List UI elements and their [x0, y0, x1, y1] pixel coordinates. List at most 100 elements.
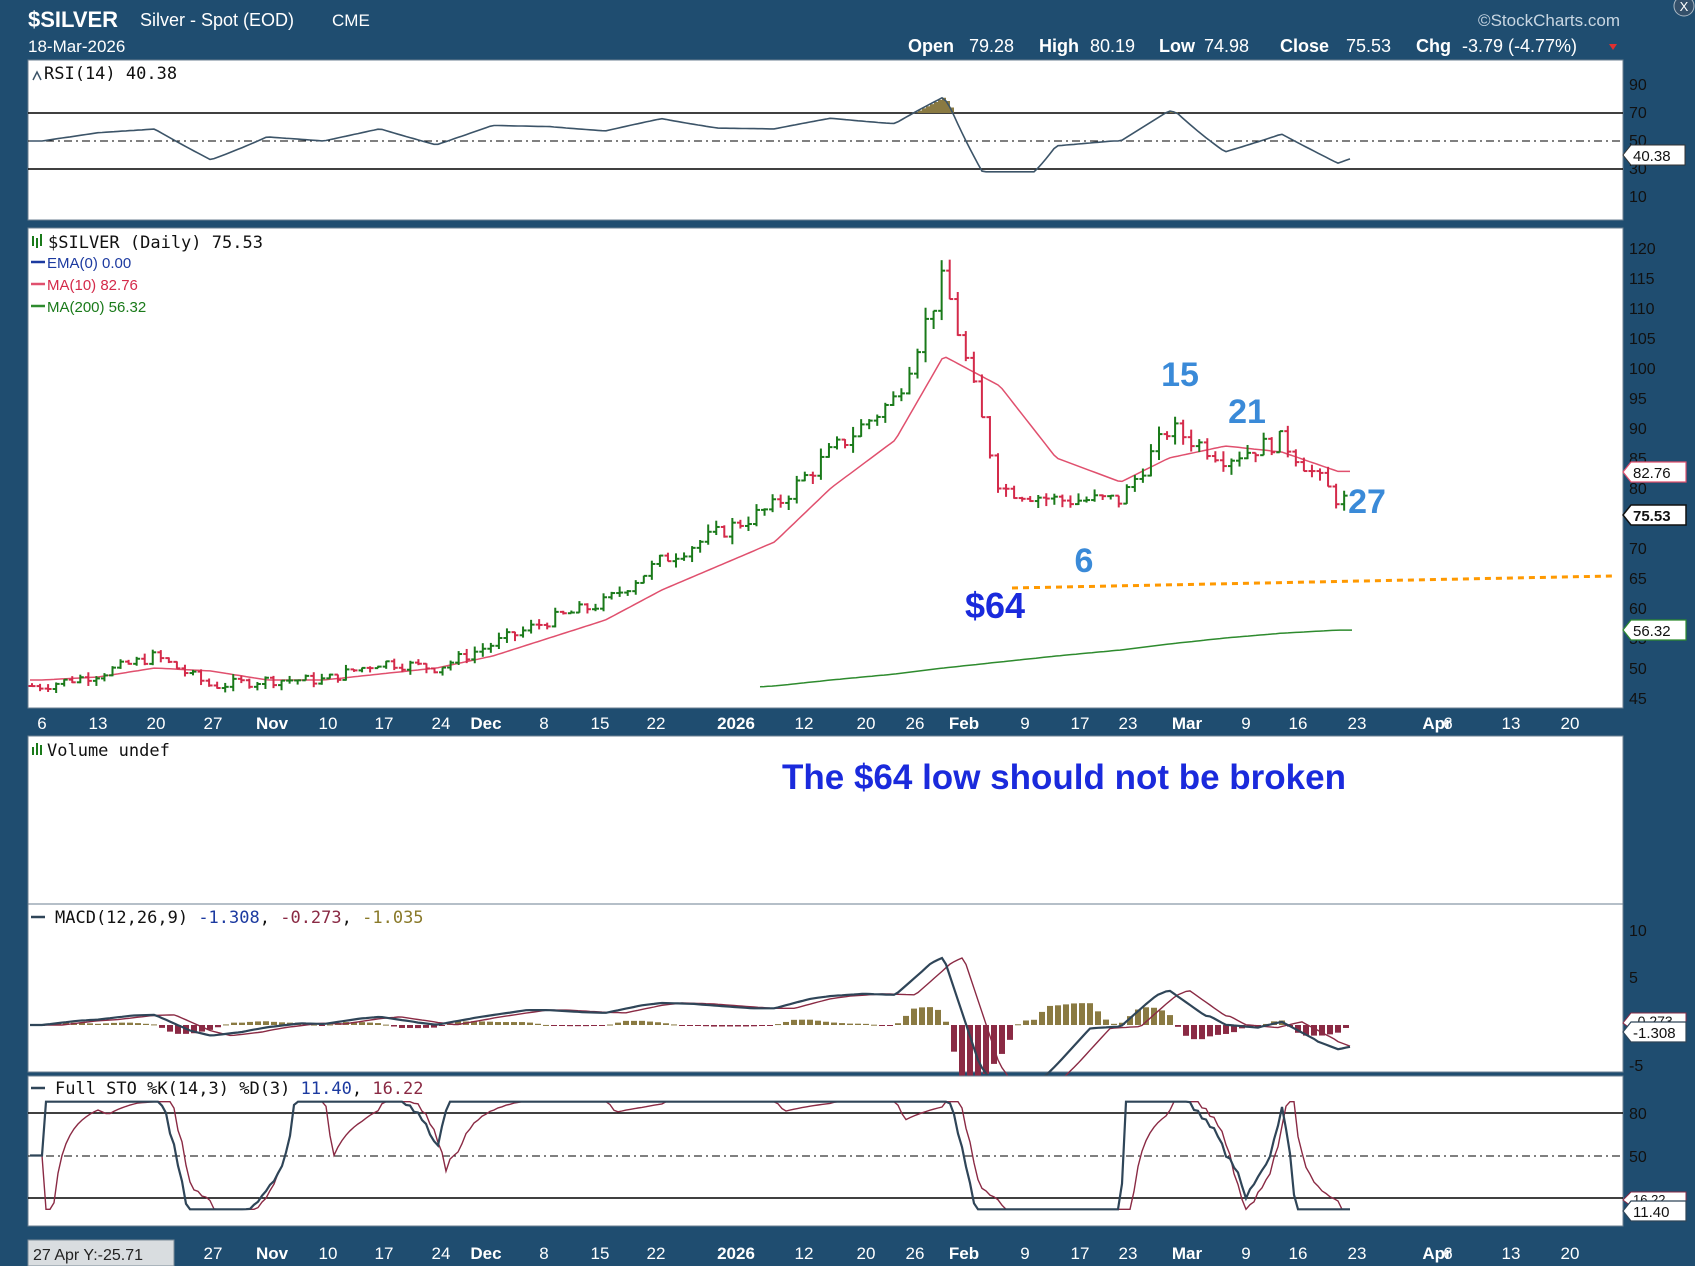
- macd-hist-bar: [575, 1025, 581, 1027]
- macd-hist-bar: [511, 1022, 517, 1025]
- macd-hist-bar: [207, 1025, 213, 1030]
- ohlc-bar: [141, 653, 149, 666]
- ohlc-bar: [173, 660, 181, 670]
- ohlc-bar: [793, 475, 801, 504]
- macd-hist-bar: [1079, 1003, 1085, 1025]
- ma10-value-tag: 82.76: [1622, 461, 1687, 483]
- ma200-legend: MA(200) 56.32: [47, 299, 146, 316]
- ohlc-bar: [422, 662, 430, 674]
- ma10-line: [30, 356, 1350, 681]
- rsi-panel-bg: [27, 59, 1624, 221]
- macd-hist-bar: [1231, 1025, 1237, 1033]
- price-bars: [28, 259, 1348, 694]
- macd-hist-bar: [519, 1022, 525, 1025]
- price-tick: 70: [1629, 541, 1647, 558]
- macd-line: [30, 956, 1351, 1098]
- ohlc-bar: [463, 648, 471, 664]
- ohlc-bar: [905, 366, 913, 395]
- price-legend: $SILVER (Daily) 75.53 EMA(0) 0.00 MA(10)…: [31, 233, 263, 316]
- ohlc-bar: [946, 259, 954, 301]
- macd-hist-bar: [487, 1021, 493, 1025]
- ohlc-bar: [1268, 437, 1276, 456]
- ohlc-bar: [1332, 483, 1340, 509]
- macd-hist-bar: [655, 1022, 661, 1025]
- ohlc-bar: [962, 331, 970, 362]
- macd-hist-bar: [263, 1021, 269, 1025]
- ohlc-bar: [221, 682, 229, 693]
- macd-hist-bar: [831, 1022, 837, 1025]
- macd-tick: -5: [1629, 1058, 1643, 1075]
- price-tick: 80: [1629, 481, 1647, 498]
- svg-text:27 Apr Y:-25.71: 27 Apr Y:-25.71: [33, 1247, 143, 1264]
- ohlc-bar: [656, 554, 664, 567]
- ohlc-bar: [28, 683, 36, 688]
- ohlc-bar: [133, 656, 141, 666]
- stochastic-panel: Full STO %K(14,3) %D(3) 11.40, 16.22 80 …: [27, 1075, 1687, 1227]
- close-value: 75.53: [1346, 36, 1391, 56]
- date-tick: 27: [204, 714, 223, 733]
- ohlc-bar: [1244, 445, 1252, 460]
- volume-title: Volume undef: [47, 741, 170, 761]
- macd-hist-bar: [359, 1022, 365, 1025]
- date-tick: 27: [204, 1244, 223, 1263]
- ohlc-bar: [479, 643, 487, 657]
- macd-hist-bar: [1055, 1005, 1061, 1025]
- date-axis: 6 13 20 27 Nov 10 17 24 Dec 8 15 22 2026 12 20 26 Feb 9 17…: [37, 714, 1579, 733]
- ohlc-bar: [1091, 489, 1099, 502]
- macd-hist-bar: [255, 1021, 261, 1025]
- macd-hist-bar: [799, 1019, 805, 1025]
- date-tick: 16: [1289, 714, 1308, 733]
- rsi-axis: 90 70 50 30 10: [1629, 77, 1647, 206]
- svg-text:40.38: 40.38: [1633, 148, 1671, 165]
- ohlc-bar: [439, 666, 447, 676]
- macd-hist-bar: [1127, 1016, 1133, 1025]
- ohlc-bar: [213, 681, 221, 690]
- ohlc-bar: [632, 580, 640, 595]
- ohlc-bar: [68, 676, 76, 684]
- macd-hist-bar: [951, 1025, 957, 1052]
- ohlc-bar: [930, 309, 938, 329]
- rsi-title: RSI(14) 40.38: [44, 64, 177, 84]
- macd-hist-bar: [535, 1023, 541, 1025]
- ohlc-bar: [117, 659, 125, 669]
- macd-hist-bar: [583, 1025, 589, 1027]
- ohlc-bar: [1163, 431, 1171, 440]
- close-chart-button[interactable]: X: [1673, 0, 1695, 17]
- symbol-title: $SILVER: [28, 7, 118, 32]
- ohlc-bar: [1195, 439, 1203, 453]
- macd-hist-bar: [79, 1022, 85, 1025]
- macd-hist-bar: [1327, 1025, 1333, 1035]
- ohlc-bar: [922, 307, 930, 363]
- ohlc-bar: [1155, 426, 1163, 460]
- date-tick: 9: [1241, 1244, 1250, 1263]
- ohlc-bar: [109, 666, 116, 677]
- date-tick: 23: [1348, 1244, 1367, 1263]
- ohlc-bar: [1219, 451, 1227, 472]
- macd-hist-bar: [815, 1020, 821, 1025]
- ohlc-bar: [769, 494, 777, 513]
- macd-hist-bar: [191, 1025, 197, 1034]
- ohlc-bar: [1058, 494, 1066, 508]
- macd-hist-bar: [551, 1025, 557, 1026]
- ohlc-bar: [245, 678, 253, 689]
- open-value: 79.28: [969, 36, 1014, 56]
- ohlc-bar: [294, 679, 302, 685]
- ohlc-bar: [551, 607, 559, 628]
- high-label: High: [1039, 36, 1079, 56]
- macd-hist-bar: [999, 1025, 1005, 1054]
- date-tick: 24: [432, 1244, 451, 1263]
- macd-hist-bar: [1143, 1007, 1149, 1025]
- macd-hist-bar: [743, 1025, 749, 1027]
- price-tick: 60: [1629, 601, 1647, 618]
- macd-hist-bar: [423, 1025, 429, 1028]
- ma200-value-tag: 56.32: [1622, 619, 1687, 641]
- macd-hist-bar: [1215, 1025, 1221, 1035]
- macd-hist-bar: [751, 1025, 757, 1027]
- date-tick: 9: [1020, 1244, 1029, 1263]
- macd-hist-bar: [847, 1023, 853, 1025]
- ohlc-bar: [278, 679, 286, 691]
- macd-hist-bar: [247, 1021, 253, 1025]
- close-label: Close: [1280, 36, 1329, 56]
- annotation-15: 15: [1161, 356, 1199, 394]
